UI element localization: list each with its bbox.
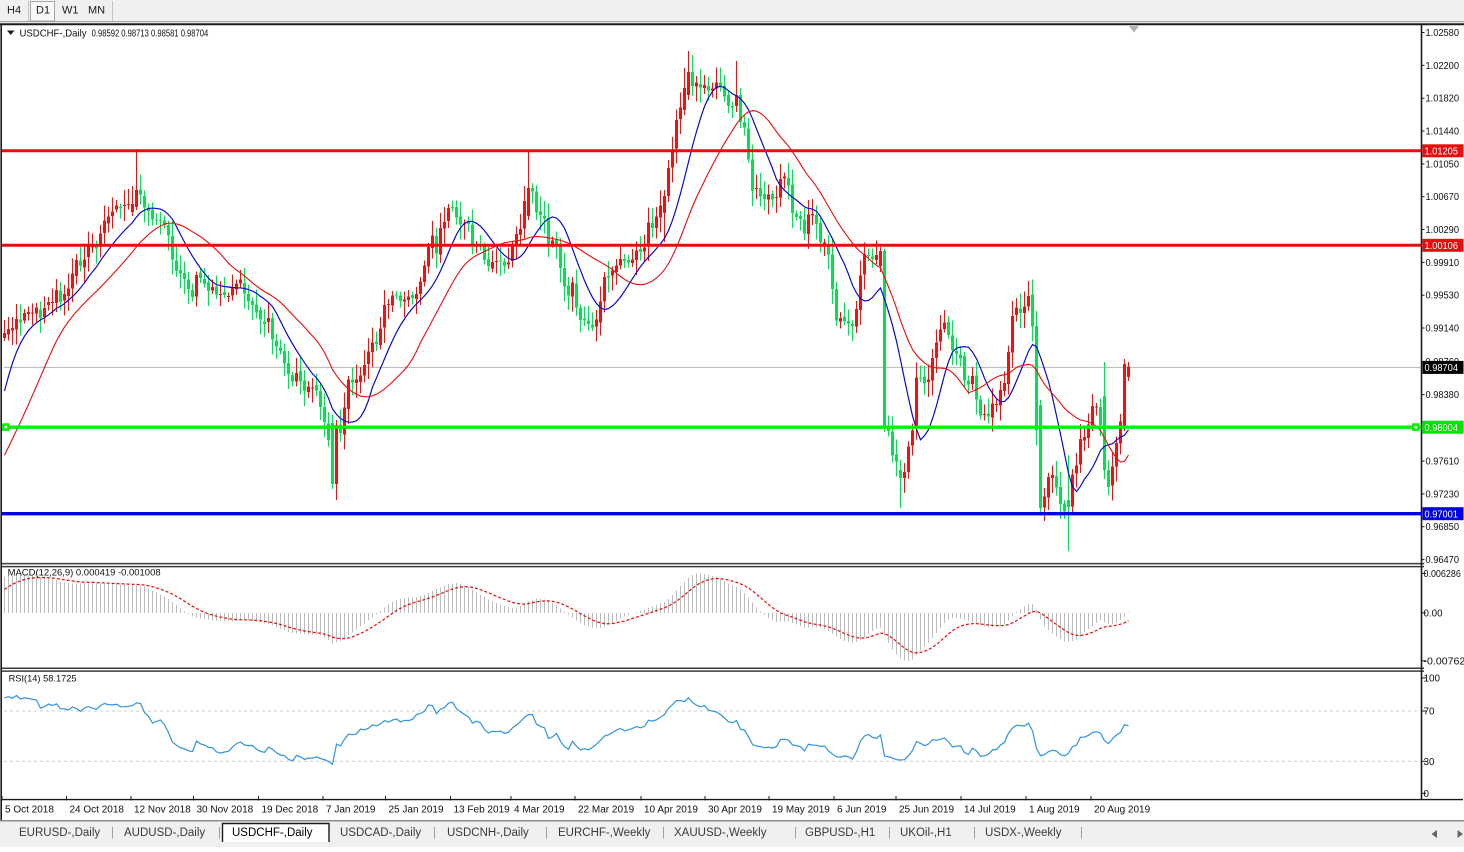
svg-text:|: | [662, 827, 665, 839]
svg-text:H4: H4 [7, 5, 21, 17]
svg-text:25 Jun 2019: 25 Jun 2019 [899, 805, 954, 816]
svg-text:10 Apr 2019: 10 Apr 2019 [644, 805, 698, 816]
svg-text:MACD(12,26,9) 0.000419 -0.0010: MACD(12,26,9) 0.000419 -0.001008 [8, 568, 161, 579]
svg-text:1.00290: 1.00290 [1426, 225, 1460, 236]
svg-text:4 Mar 2019: 4 Mar 2019 [514, 805, 565, 816]
svg-text:0.98581: 0.98581 [151, 29, 179, 40]
svg-text:5 Oct 2018: 5 Oct 2018 [5, 805, 54, 816]
svg-text:XAUUSD-,Weekly: XAUUSD-,Weekly [674, 827, 767, 839]
svg-text:USDCAD-,Daily: USDCAD-,Daily [340, 827, 421, 839]
svg-text:AUDUSD-,Daily: AUDUSD-,Daily [124, 827, 205, 839]
svg-text:UKOil-,H1: UKOil-,H1 [900, 827, 952, 839]
svg-text:0.99530: 0.99530 [1426, 291, 1460, 302]
svg-text:0.99140: 0.99140 [1426, 324, 1460, 335]
svg-text:70: 70 [1424, 707, 1435, 718]
svg-text:|: | [1080, 827, 1083, 839]
svg-text:0.006286: 0.006286 [1424, 569, 1462, 580]
svg-text:1.01440: 1.01440 [1426, 127, 1460, 138]
svg-text:|: | [973, 827, 976, 839]
svg-text:EURCHF-,Weekly: EURCHF-,Weekly [558, 827, 651, 839]
svg-text:USDX-,Weekly: USDX-,Weekly [985, 827, 1062, 839]
svg-text:|: | [794, 827, 797, 839]
svg-text:D1: D1 [36, 5, 50, 17]
svg-text:0.98592: 0.98592 [92, 29, 120, 40]
svg-text:0.99910: 0.99910 [1426, 258, 1460, 269]
svg-text:1.01050: 1.01050 [1426, 159, 1460, 170]
svg-text:20 Aug 2019: 20 Aug 2019 [1094, 805, 1151, 816]
svg-text:|: | [433, 827, 436, 839]
svg-text:14 Jul 2019: 14 Jul 2019 [964, 805, 1016, 816]
svg-text:0.98004: 0.98004 [1425, 423, 1459, 434]
svg-text:|: | [888, 827, 891, 839]
svg-text:30 Nov 2018: 30 Nov 2018 [197, 805, 254, 816]
svg-text:19 Dec 2018: 19 Dec 2018 [262, 805, 319, 816]
svg-text:6 Jun 2019: 6 Jun 2019 [837, 805, 887, 816]
svg-text:USDCNH-,Daily: USDCNH-,Daily [447, 827, 529, 839]
svg-text:1.02580: 1.02580 [1426, 28, 1460, 39]
svg-text:22 Mar 2019: 22 Mar 2019 [578, 805, 635, 816]
svg-text:|: | [545, 827, 548, 839]
svg-text:0.97230: 0.97230 [1426, 489, 1460, 500]
svg-text:1.00106: 1.00106 [1425, 241, 1459, 252]
svg-text:-0.00762: -0.00762 [1424, 656, 1464, 667]
svg-text:1.01205: 1.01205 [1425, 147, 1459, 158]
svg-text:0.98380: 0.98380 [1426, 390, 1460, 401]
svg-text:0.97610: 0.97610 [1426, 457, 1460, 468]
svg-text:100: 100 [1424, 673, 1441, 684]
svg-text:USDCHF-,Daily: USDCHF-,Daily [232, 827, 313, 839]
svg-text:0.98713: 0.98713 [121, 29, 149, 40]
svg-text:0.98704: 0.98704 [181, 29, 209, 40]
svg-text:USDCHF-,Daily: USDCHF-,Daily [20, 28, 88, 40]
svg-text:EURUSD-,Daily: EURUSD-,Daily [19, 827, 100, 839]
svg-text:MN: MN [88, 5, 105, 17]
svg-text:7 Jan 2019: 7 Jan 2019 [326, 805, 376, 816]
svg-text:0.97001: 0.97001 [1425, 510, 1459, 521]
svg-text:|: | [111, 827, 114, 839]
svg-text:RSI(14) 58.1725: RSI(14) 58.1725 [9, 674, 77, 685]
svg-text:1.01820: 1.01820 [1426, 94, 1460, 105]
svg-text:0.00: 0.00 [1424, 608, 1443, 619]
svg-text:GBPUSD-,H1: GBPUSD-,H1 [805, 827, 875, 839]
svg-text:1.00670: 1.00670 [1426, 192, 1460, 203]
svg-text:30: 30 [1424, 757, 1435, 768]
svg-text:19 May 2019: 19 May 2019 [772, 805, 830, 816]
svg-text:0.96850: 0.96850 [1426, 522, 1460, 533]
svg-text:|: | [218, 827, 221, 839]
svg-text:30 Apr 2019: 30 Apr 2019 [708, 805, 762, 816]
svg-text:25 Jan 2019: 25 Jan 2019 [389, 805, 444, 816]
svg-text:W1: W1 [62, 5, 79, 17]
svg-text:12 Nov 2018: 12 Nov 2018 [134, 805, 191, 816]
svg-text:0: 0 [1424, 789, 1430, 800]
svg-text:1 Aug 2019: 1 Aug 2019 [1029, 805, 1080, 816]
svg-text:0.96470: 0.96470 [1426, 555, 1460, 566]
svg-text:24 Oct 2018: 24 Oct 2018 [70, 805, 125, 816]
svg-text:13 Feb 2019: 13 Feb 2019 [454, 805, 511, 816]
svg-text:1.02200: 1.02200 [1426, 61, 1460, 72]
svg-text:0.98704: 0.98704 [1425, 363, 1459, 374]
